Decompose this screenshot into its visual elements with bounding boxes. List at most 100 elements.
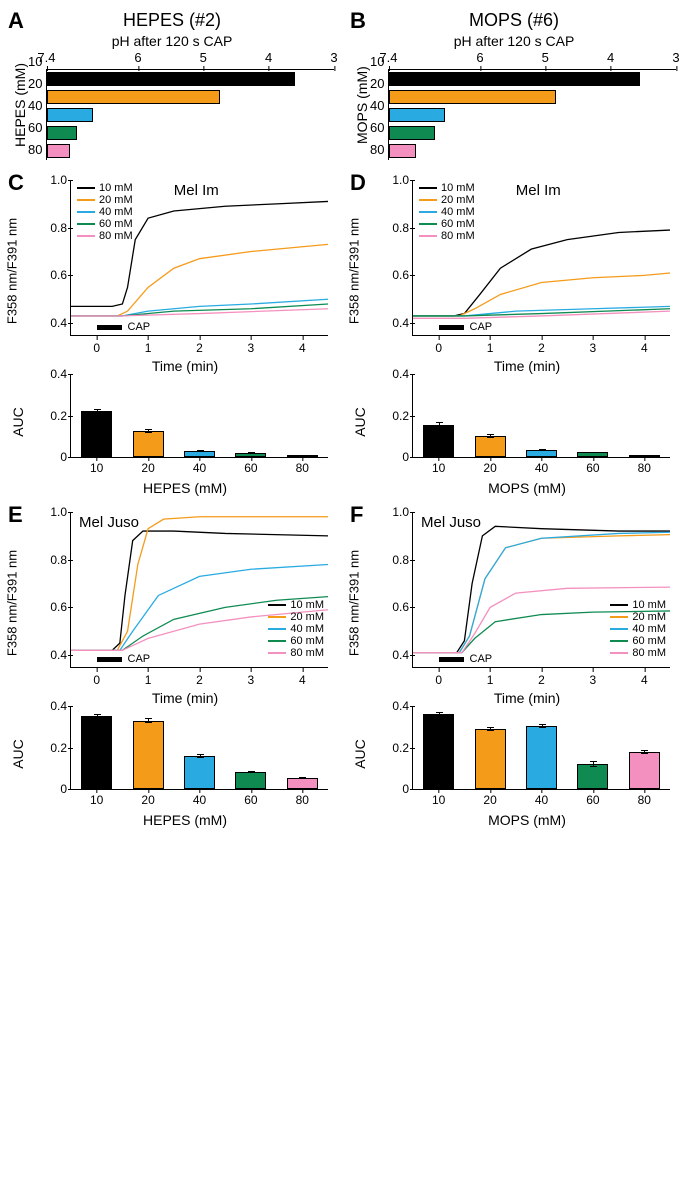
legend-text: 40 mM bbox=[290, 623, 324, 635]
legend-line-icon bbox=[610, 604, 628, 606]
auc-bar bbox=[235, 772, 266, 789]
legend-line-icon bbox=[77, 223, 95, 225]
legend-row: 20 mM bbox=[268, 611, 324, 623]
panel-e-label: E bbox=[8, 502, 23, 528]
lc-ytick: 0.4 bbox=[383, 648, 409, 662]
legend-line-icon bbox=[77, 235, 95, 237]
auc-errorbar bbox=[490, 434, 491, 438]
auc-errorbar bbox=[251, 771, 252, 773]
hbar-bar bbox=[47, 126, 76, 140]
hbar-row bbox=[47, 88, 334, 106]
panel-f-label: F bbox=[350, 502, 363, 528]
auc-xtick: 40 bbox=[535, 461, 548, 475]
legend-text: 20 mM bbox=[441, 194, 475, 206]
auc-bar bbox=[287, 778, 318, 789]
auc-errorbar bbox=[148, 718, 149, 722]
legend-text: 60 mM bbox=[441, 218, 475, 230]
hbar-bar bbox=[389, 108, 444, 122]
auc-errorbar bbox=[439, 422, 440, 428]
legend-text: 20 mM bbox=[290, 611, 324, 623]
lc-ytick: 0.6 bbox=[41, 268, 67, 282]
auc-xtick: 40 bbox=[193, 461, 206, 475]
legend-line-icon bbox=[419, 211, 437, 213]
panel-b-chart: MOPS (mM) 1020406080 7.46543 bbox=[352, 51, 676, 160]
panel-b-bar-area bbox=[388, 70, 676, 160]
hbar-bar bbox=[47, 72, 294, 86]
legend-text: 40 mM bbox=[99, 206, 133, 218]
panel-d-auc-chart: AUC00.20.41020406080MOPS (mM) bbox=[378, 372, 676, 492]
panel-b: B MOPS (#6) pH after 120 s CAP MOPS (mM)… bbox=[352, 10, 676, 160]
legend-row: 20 mM bbox=[77, 194, 133, 206]
panel-d: DF358 nm/F391 nm0.40.60.81.001234Mel ImC… bbox=[352, 172, 676, 492]
auc-errorbar bbox=[97, 714, 98, 718]
lc-ytick: 0.4 bbox=[41, 648, 67, 662]
auc-ytick: 0 bbox=[383, 782, 409, 796]
hbar-xtick: 4 bbox=[607, 50, 614, 65]
hbar-ycat: 40 bbox=[370, 98, 384, 113]
panel-e-ytitle: F358 nm/F391 nm bbox=[5, 550, 20, 656]
auc-ytick: 0.4 bbox=[383, 367, 409, 381]
auc-ytick: 0.4 bbox=[383, 699, 409, 713]
legend-text: 80 mM bbox=[441, 230, 475, 242]
hbar-row bbox=[47, 70, 334, 88]
legend-text: 10 mM bbox=[441, 182, 475, 194]
auc-bar bbox=[475, 436, 506, 457]
auc-errorbar bbox=[251, 452, 252, 454]
lc-xtick: 2 bbox=[196, 341, 203, 355]
auc-bar bbox=[475, 729, 506, 789]
legend-text: 60 mM bbox=[290, 635, 324, 647]
panel-b-xaxis: 7.46543 bbox=[388, 51, 676, 70]
hbar-xtick: 4 bbox=[265, 50, 272, 65]
auc-xtick: 10 bbox=[432, 461, 445, 475]
hbar-bar bbox=[389, 72, 640, 86]
lc-ytick: 0.8 bbox=[383, 553, 409, 567]
lc-xtick: 2 bbox=[196, 673, 203, 687]
lc-ytick: 0.4 bbox=[383, 316, 409, 330]
series-line bbox=[413, 306, 670, 316]
legend-line-icon bbox=[419, 187, 437, 189]
panel-f-legend: 10 mM20 mM40 mM60 mM80 mM bbox=[610, 599, 666, 659]
auc-xtick: 20 bbox=[483, 461, 496, 475]
auc-bar bbox=[577, 764, 608, 789]
legend-row: 20 mM bbox=[419, 194, 475, 206]
legend-row: 60 mM bbox=[268, 635, 324, 647]
hbar-row bbox=[389, 70, 676, 88]
legend-row: 20 mM bbox=[610, 611, 666, 623]
panel-e-legend: 10 mM20 mM40 mM60 mM80 mM bbox=[268, 599, 324, 659]
lc-ytick: 1.0 bbox=[383, 505, 409, 519]
panel-d-plot: 0.40.60.81.001234Mel ImCAP10 mM20 mM40 m… bbox=[412, 180, 670, 336]
panel-b-title: MOPS (#6) bbox=[352, 10, 676, 31]
legend-row: 10 mM bbox=[419, 182, 475, 194]
lc-xtick: 4 bbox=[641, 341, 648, 355]
legend-row: 60 mM bbox=[77, 218, 133, 230]
auc-errorbar bbox=[200, 754, 201, 758]
legend-text: 10 mM bbox=[99, 182, 133, 194]
legend-line-icon bbox=[419, 223, 437, 225]
auc-ytick: 0.2 bbox=[41, 409, 67, 423]
legend-line-icon bbox=[268, 640, 286, 642]
auc-errorbar bbox=[542, 724, 543, 728]
series-line bbox=[413, 273, 670, 316]
panel-c-linechart: F358 nm/F391 nm0.40.60.81.001234Mel ImCA… bbox=[36, 176, 334, 366]
auc-bar bbox=[81, 411, 112, 457]
panel-a-xaxis: 7.46543 bbox=[46, 51, 334, 70]
legend-line-icon bbox=[268, 628, 286, 630]
legend-text: 80 mM bbox=[99, 230, 133, 242]
auc-errorbar bbox=[97, 409, 98, 413]
lc-ytick: 1.0 bbox=[41, 505, 67, 519]
auc-errorbar bbox=[302, 455, 303, 456]
panel-d-legend: 10 mM20 mM40 mM60 mM80 mM bbox=[419, 182, 475, 242]
auc-xtick: 40 bbox=[535, 793, 548, 807]
auc-errorbar bbox=[593, 761, 594, 767]
auc-xtick: 20 bbox=[141, 461, 154, 475]
legend-row: 10 mM bbox=[268, 599, 324, 611]
auc-xtick: 60 bbox=[586, 461, 599, 475]
hbar-xtick: 7.4 bbox=[379, 50, 397, 65]
panel-e-linechart: F358 nm/F391 nm0.40.60.81.001234Mel Juso… bbox=[36, 508, 334, 698]
lc-xtick: 1 bbox=[487, 673, 494, 687]
legend-line-icon bbox=[419, 235, 437, 237]
legend-line-icon bbox=[77, 199, 95, 201]
lc-ytick: 0.6 bbox=[41, 600, 67, 614]
hbar-row bbox=[389, 142, 676, 160]
lc-xtick: 0 bbox=[435, 341, 442, 355]
